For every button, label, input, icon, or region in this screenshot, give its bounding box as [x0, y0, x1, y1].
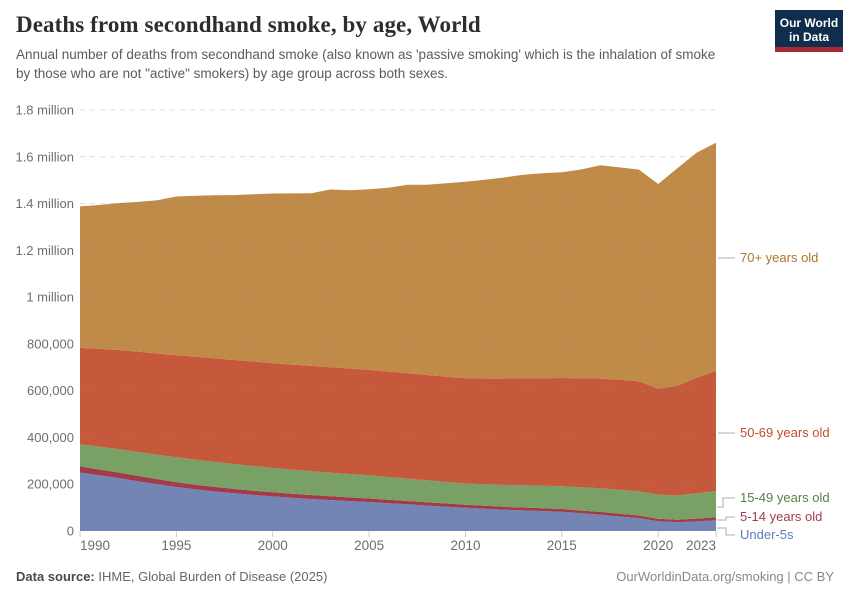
legend-label-5-14-years-old: 5-14 years old: [740, 509, 823, 524]
x-tick-label: 1995: [161, 538, 191, 553]
y-tick-label: 600,000: [27, 383, 74, 398]
y-tick-label: 0: [67, 524, 74, 539]
x-tick-label: 1990: [80, 538, 110, 553]
data-source-value: IHME, Global Burden of Disease (2025): [94, 569, 328, 584]
y-tick-label: 1.2 million: [15, 243, 74, 258]
area-band-under-5s: [80, 472, 716, 531]
owid-credit-link[interactable]: OurWorldinData.org/smoking | CC BY: [616, 569, 834, 584]
y-tick-label: 1.6 million: [15, 149, 74, 164]
y-tick-label: 800,000: [27, 336, 74, 351]
x-tick-label: 2000: [258, 538, 288, 553]
area-band-50-69-years-old: [80, 347, 716, 496]
area-band-15-49-years-old: [80, 444, 716, 520]
owid-logo: Our World in Data: [775, 10, 843, 52]
y-tick-label: 1.8 million: [15, 103, 74, 118]
x-tick-label: 2020: [643, 538, 673, 553]
legend-connector: [717, 497, 735, 508]
data-source-label: Data source:: [16, 569, 95, 584]
area-band-70-years-old: [80, 142, 716, 389]
legend-label-70-years-old: 70+ years old: [740, 250, 819, 265]
legend-label-15-49-years-old: 15-49 years old: [740, 490, 830, 505]
owid-logo-line2: in Data: [788, 30, 829, 44]
y-tick-label: 200,000: [27, 477, 74, 492]
y-tick-label: 1.4 million: [15, 196, 74, 211]
legend-label-under-5s: Under-5s: [740, 527, 794, 542]
x-tick-label: 2015: [547, 538, 577, 553]
x-tick-label: 2005: [354, 538, 384, 553]
owid-logo-line1: Our World: [779, 15, 839, 30]
y-tick-label: 400,000: [27, 430, 74, 445]
legend-connector: [717, 516, 735, 521]
chart-subtitle: Annual number of deaths from secondhand …: [16, 47, 716, 81]
data-source: Data source: IHME, Global Burden of Dise…: [16, 569, 327, 584]
page-title: Deaths from secondhand smoke, by age, Wo…: [16, 12, 481, 37]
x-tick-label: 2023: [686, 538, 716, 553]
chart-header: Deaths from secondhand smoke, by age, Wo…: [16, 12, 766, 83]
legend-connector: [717, 527, 735, 536]
legend-label-50-69-years-old: 50-69 years old: [740, 425, 830, 440]
y-tick-label: 1 million: [26, 290, 74, 305]
x-tick-label: 2010: [450, 538, 480, 553]
chart-footer: Data source: IHME, Global Burden of Dise…: [16, 569, 834, 584]
